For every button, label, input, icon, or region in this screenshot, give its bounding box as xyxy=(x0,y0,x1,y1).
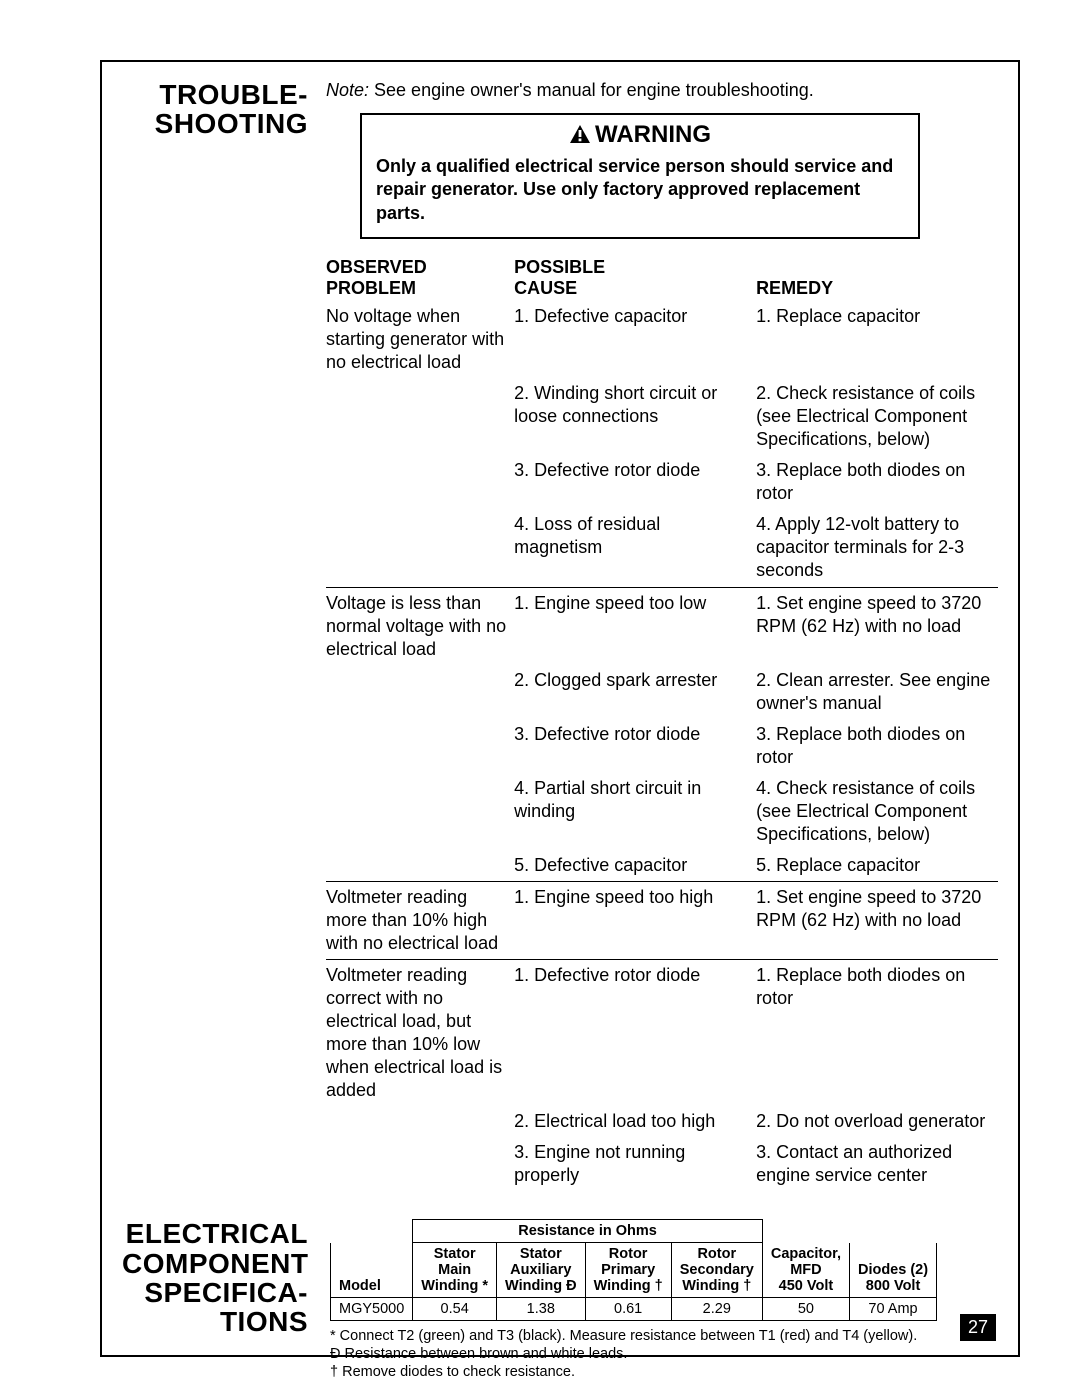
spec-footnotes: * Connect T2 (green) and T3 (black). Mea… xyxy=(330,1327,998,1381)
warning-triangle-icon xyxy=(569,124,591,144)
table-row: 3. Engine not running properly3. Contact… xyxy=(326,1137,998,1191)
table-row: 3. Defective rotor diode3. Replace both … xyxy=(326,719,998,773)
cell-problem xyxy=(326,665,514,719)
cell-cause: 1. Engine speed too low xyxy=(514,587,756,665)
col-header-problem: OBSERVED PROBLEM xyxy=(326,257,514,301)
spec-cell: 2.29 xyxy=(671,1298,762,1321)
cell-cause: 4. Loss of residual magnetism xyxy=(514,509,756,587)
warning-box: WARNING Only a qualified electrical serv… xyxy=(360,113,920,239)
cell-cause: 1. Defective capacitor xyxy=(514,301,756,378)
cell-cause: 1. Engine speed too high xyxy=(514,881,756,959)
warning-body: Only a qualified electrical service pers… xyxy=(376,155,904,225)
cell-cause: 5. Defective capacitor xyxy=(514,850,756,882)
cell-problem xyxy=(326,455,514,509)
section-heading-troubleshooting: TROUBLE- SHOOTING xyxy=(122,80,308,139)
cell-remedy: 2. Check resistance of coils (see Electr… xyxy=(756,378,998,455)
spec-cell: 70 Amp xyxy=(849,1298,936,1321)
spec-row: MGY50000.541.380.612.295070 Amp xyxy=(331,1298,937,1321)
cell-problem: Voltmeter reading correct with no electr… xyxy=(326,959,514,1106)
spec-cell: 1.38 xyxy=(497,1298,586,1321)
footnote-line: Đ Resistance between brown and white lea… xyxy=(330,1345,998,1363)
spec-cell: 0.61 xyxy=(585,1298,671,1321)
cell-problem xyxy=(326,719,514,773)
footnote-line: † Remove diodes to check resistance. xyxy=(330,1363,998,1381)
cell-remedy: 2. Do not overload generator xyxy=(756,1106,998,1137)
cell-remedy: 3. Replace both diodes on rotor xyxy=(756,719,998,773)
cell-problem: No voltage when starting generator with … xyxy=(326,301,514,378)
cell-remedy: 3. Contact an authorized engine service … xyxy=(756,1137,998,1191)
table-row: 2. Electrical load too high2. Do not ove… xyxy=(326,1106,998,1137)
spec-col-header: RotorSecondaryWinding † xyxy=(671,1243,762,1298)
spec-table: Resistance in OhmsModelStatorMainWinding… xyxy=(330,1219,937,1321)
spec-cell: 0.54 xyxy=(413,1298,497,1321)
cell-problem xyxy=(326,378,514,455)
cell-cause: 4. Partial short circuit in winding xyxy=(514,773,756,850)
table-row: Voltmeter reading more than 10% high wit… xyxy=(326,881,998,959)
cell-problem xyxy=(326,773,514,850)
table-row: Voltage is less than normal voltage with… xyxy=(326,587,998,665)
cell-problem xyxy=(326,850,514,882)
cell-remedy: 2. Clean arrester. See engine owner's ma… xyxy=(756,665,998,719)
col-header-cause: POSSIBLE CAUSE xyxy=(514,257,756,301)
table-row: Voltmeter reading correct with no electr… xyxy=(326,959,998,1106)
cell-remedy: 5. Replace capacitor xyxy=(756,850,998,882)
cell-cause: 3. Defective rotor diode xyxy=(514,719,756,773)
cell-problem: Voltage is less than normal voltage with… xyxy=(326,587,514,665)
spec-col-header: Diodes (2)800 Volt xyxy=(849,1243,936,1298)
troubleshooting-table: OBSERVED PROBLEM POSSIBLE CAUSE REMEDY xyxy=(326,257,998,1191)
col-header-remedy: REMEDY xyxy=(756,257,998,301)
spec-cell: 50 xyxy=(762,1298,849,1321)
cell-cause: 1. Defective rotor diode xyxy=(514,959,756,1106)
cell-remedy: 1. Replace capacitor xyxy=(756,301,998,378)
table-row: 4. Partial short circuit in winding4. Ch… xyxy=(326,773,998,850)
spec-col-header: StatorMainWinding * xyxy=(413,1243,497,1298)
section-heading-specs: ELECTRICAL COMPONENT SPECIFICA- TIONS xyxy=(122,1219,308,1337)
note-line: Note: See engine owner's manual for engi… xyxy=(326,80,998,101)
cell-remedy: 4. Apply 12-volt battery to capacitor te… xyxy=(756,509,998,587)
table-row: 2. Clogged spark arrester2. Clean arrest… xyxy=(326,665,998,719)
group-header-resistance: Resistance in Ohms xyxy=(413,1220,763,1243)
cell-cause: 3. Defective rotor diode xyxy=(514,455,756,509)
cell-remedy: 1. Replace both diodes on rotor xyxy=(756,959,998,1106)
cell-remedy: 3. Replace both diodes on rotor xyxy=(756,455,998,509)
cell-problem xyxy=(326,1106,514,1137)
cell-problem xyxy=(326,1137,514,1191)
warning-header: WARNING xyxy=(376,121,904,149)
spec-col-header: RotorPrimaryWinding † xyxy=(585,1243,671,1298)
page-number: 27 xyxy=(960,1314,996,1341)
cell-cause: 3. Engine not running properly xyxy=(514,1137,756,1191)
cell-cause: 2. Winding short circuit or loose connec… xyxy=(514,378,756,455)
table-row: 4. Loss of residual magnetism4. Apply 12… xyxy=(326,509,998,587)
table-row: No voltage when starting generator with … xyxy=(326,301,998,378)
table-row: 5. Defective capacitor5. Replace capacit… xyxy=(326,850,998,882)
spec-col-header: Capacitor,MFD450 Volt xyxy=(762,1243,849,1298)
cell-remedy: 1. Set engine speed to 3720 RPM (62 Hz) … xyxy=(756,881,998,959)
spec-cell: MGY5000 xyxy=(331,1298,413,1321)
footnote-line: * Connect T2 (green) and T3 (black). Mea… xyxy=(330,1327,998,1345)
cell-problem: Voltmeter reading more than 10% high wit… xyxy=(326,881,514,959)
cell-cause: 2. Electrical load too high xyxy=(514,1106,756,1137)
table-row: 2. Winding short circuit or loose connec… xyxy=(326,378,998,455)
spec-col-header: StatorAuxiliaryWinding Đ xyxy=(497,1243,586,1298)
cell-problem xyxy=(326,509,514,587)
table-row: 3. Defective rotor diode3. Replace both … xyxy=(326,455,998,509)
cell-cause: 2. Clogged spark arrester xyxy=(514,665,756,719)
cell-remedy: 1. Set engine speed to 3720 RPM (62 Hz) … xyxy=(756,587,998,665)
cell-remedy: 4. Check resistance of coils (see Electr… xyxy=(756,773,998,850)
spec-col-header: Model xyxy=(331,1243,413,1298)
